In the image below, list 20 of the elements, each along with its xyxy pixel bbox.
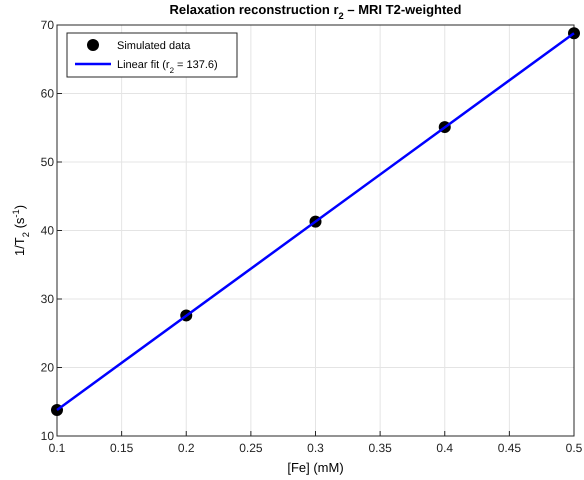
y-tick-label: 60 xyxy=(40,86,54,100)
x-tick-label: 0.5 xyxy=(566,441,583,456)
x-tick-label: 0.1 xyxy=(48,441,66,456)
x-tick-label: 0.35 xyxy=(368,441,392,456)
x-tick-label: 0.15 xyxy=(110,441,134,456)
y-tick-label: 40 xyxy=(40,223,54,238)
x-tick-label: 0.2 xyxy=(178,441,195,456)
x-axis-title: [Fe] (mM) xyxy=(287,460,344,475)
y-tick-label: 50 xyxy=(40,154,54,169)
x-tick-label: 0.45 xyxy=(498,441,522,456)
legend-label: Simulated data xyxy=(117,40,192,52)
legend-label: Linear fit (r$_{2}$ = 137.6) xyxy=(117,59,218,74)
y-tick-label: 70 xyxy=(40,18,54,32)
y-tick-label: 20 xyxy=(40,360,54,374)
y-tick-label: 10 xyxy=(40,428,54,443)
x-tick-label: 0.3 xyxy=(307,441,324,456)
chart-title: Relaxation reconstruction r$_{2}$ – MRI T2-weighted xyxy=(170,2,462,21)
y-tick-label: 30 xyxy=(40,292,54,306)
x-tick-label: 0.25 xyxy=(239,441,263,456)
x-tick-label: 0.4 xyxy=(436,441,454,456)
